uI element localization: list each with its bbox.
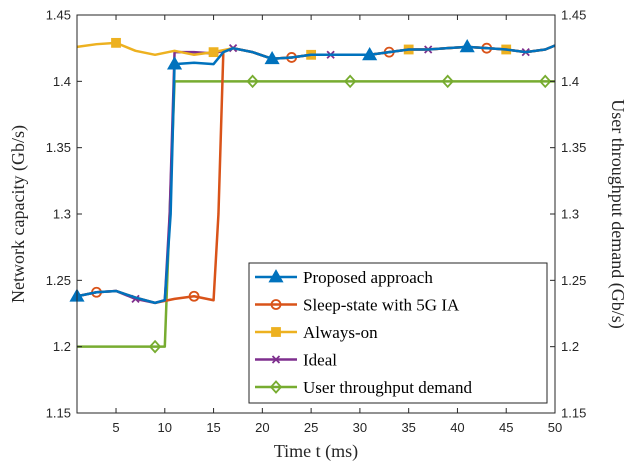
data-point	[362, 46, 378, 61]
series-line	[76, 44, 556, 305]
data-point	[246, 74, 259, 89]
x-tick-label: 30	[353, 420, 367, 435]
data-point	[111, 37, 121, 48]
y-tick-label-left: 1.25	[46, 273, 71, 288]
y-tick-label-left: 1.35	[46, 140, 71, 155]
y-axis-label-left: Network capacity (Gb/s)	[8, 125, 29, 303]
legend-entry: User throughput demand	[255, 378, 473, 397]
x-tick-label: 10	[158, 420, 172, 435]
x-tick-label: 25	[304, 420, 318, 435]
legend-marker	[271, 355, 281, 364]
legend-marker	[268, 269, 284, 283]
data-point	[539, 74, 552, 89]
legend: Proposed approach Sleep-state with 5G IA A…	[248, 262, 548, 404]
legend-marker	[271, 327, 281, 337]
x-tick-label: 20	[255, 420, 269, 435]
series-line	[77, 80, 555, 348]
tick-layer: 5 10 15 20 25 30 35 40 45 501.151.21.251.31.351.4…	[46, 8, 587, 436]
legend-entry: Always-on	[255, 323, 378, 342]
data-point	[188, 290, 200, 302]
y-tick-label-right: 1.3	[561, 207, 579, 222]
data-point	[459, 39, 475, 53]
data-point	[441, 74, 454, 89]
legend-label: Ideal	[303, 351, 337, 370]
series-5	[77, 74, 555, 354]
y-tick-label-left: 1.2	[53, 339, 71, 354]
x-tick-label: 35	[401, 420, 415, 435]
data-point	[264, 50, 280, 65]
data-point	[208, 47, 219, 58]
y-tick-label-right: 1.4	[561, 74, 579, 89]
x-tick-label: 15	[206, 420, 220, 435]
data-point	[148, 339, 162, 354]
y-tick-label-right: 1.2	[561, 339, 579, 354]
x-tick-label: 45	[499, 420, 513, 435]
legend-entry: Proposed approach	[255, 268, 433, 287]
series-1	[69, 39, 556, 305]
legend-label: Proposed approach	[303, 268, 433, 287]
y-tick-label-left: 1.15	[46, 406, 71, 421]
y-tick-label-left: 1.4	[53, 74, 71, 89]
x-tick-label: 40	[450, 420, 464, 435]
legend-entry: Sleep-state with 5G IA	[255, 296, 460, 315]
series-layer	[69, 37, 556, 354]
y-tick-label-right: 1.45	[561, 8, 586, 23]
x-tick-label: 5	[112, 420, 119, 435]
legend-box	[248, 262, 548, 404]
y-tick-label-left: 1.3	[53, 207, 71, 222]
legend-marker	[269, 380, 283, 394]
y-tick-label-right: 1.15	[561, 406, 586, 421]
legend-entry: Ideal	[255, 351, 337, 370]
x-tick-label: 50	[548, 420, 562, 435]
y-axis-label-right: User throughput demand (Gb/s)	[607, 99, 624, 328]
y-tick-label-left: 1.45	[46, 8, 71, 23]
data-point	[343, 74, 357, 89]
legend-label: Always-on	[303, 323, 378, 342]
x-axis-label: Time t (ms)	[274, 441, 358, 462]
y-tick-label-right: 1.25	[561, 273, 586, 288]
legend-marker	[270, 299, 282, 310]
data-point	[167, 56, 183, 70]
y-tick-label-right: 1.35	[561, 140, 586, 155]
legend-label: Sleep-state with 5G IA	[303, 296, 460, 315]
legend-label: User throughput demand	[303, 378, 473, 397]
